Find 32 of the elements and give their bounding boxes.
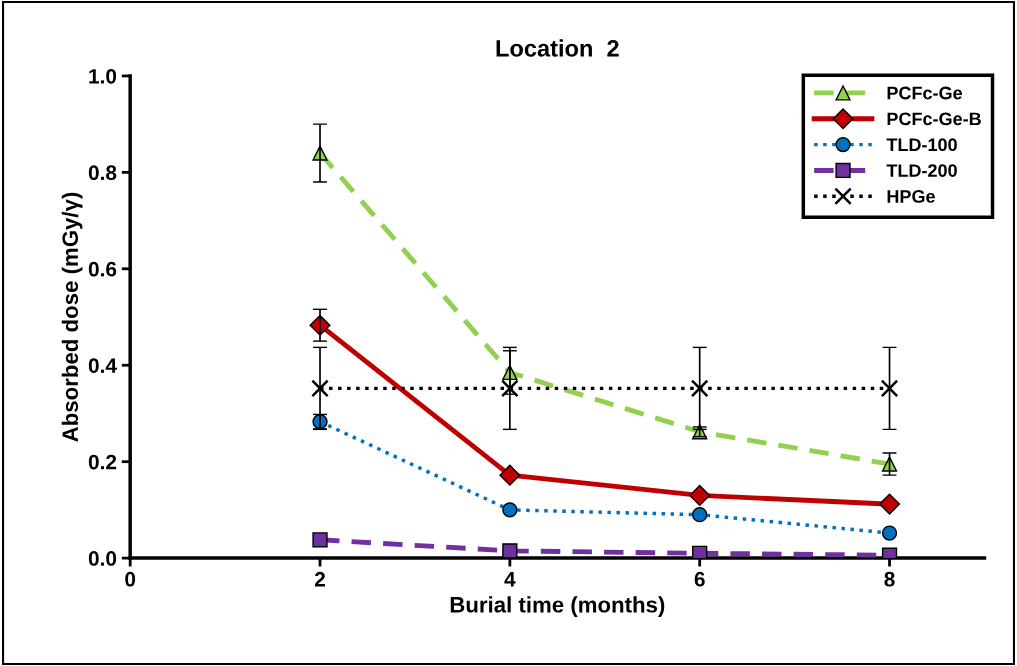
y-tick-label: 0.8: [88, 165, 117, 181]
x-tick-label: 2: [314, 571, 325, 587]
point: [690, 379, 709, 398]
point: [499, 464, 521, 486]
y-tick-label: 0.4: [88, 358, 117, 373]
legend-label: HPGe: [887, 190, 935, 203]
chart-title: Location 2: [496, 39, 619, 57]
x-tick-label: 6: [694, 571, 705, 587]
point: [879, 493, 901, 515]
point: [312, 532, 328, 548]
legend-label: PCFc-Ge: [887, 86, 963, 100]
x-tick-label: 8: [884, 571, 895, 587]
x-tick-label: 0: [125, 571, 136, 587]
point: [692, 507, 708, 523]
point: [502, 543, 518, 559]
point: [500, 379, 519, 398]
y-tick-label: 0.6: [88, 261, 117, 277]
x-axis-title: Burial time (months): [450, 596, 665, 617]
x-tick-label: 4: [504, 572, 516, 587]
y-tick-label: 0.2: [88, 454, 117, 470]
legend-label: TLD-100: [886, 138, 957, 152]
legend-label: PCFc-Ge-B: [887, 112, 981, 126]
point: [880, 379, 899, 398]
y-axis-title: Absorbed dose (mGy/γ): [61, 192, 83, 442]
y-tick-label: 1.0: [89, 68, 117, 84]
point: [502, 502, 518, 518]
point: [692, 545, 708, 559]
point: [689, 484, 711, 506]
point: [881, 525, 898, 541]
y-tick-label: 0.0: [88, 551, 117, 566]
legend-label: TLD-200: [886, 164, 957, 177]
point: [311, 379, 329, 398]
